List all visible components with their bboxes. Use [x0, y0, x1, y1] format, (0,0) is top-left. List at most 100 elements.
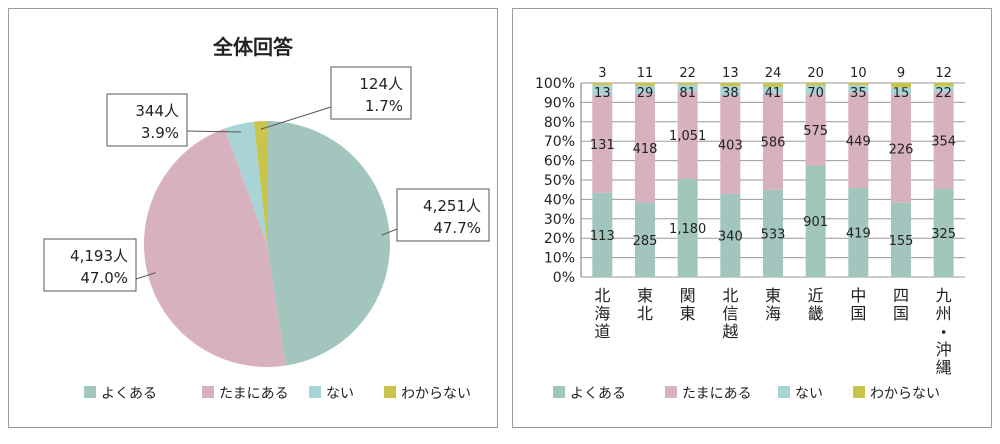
bar-segment-6-0: [848, 187, 869, 277]
bar-category-char: 東: [637, 286, 653, 305]
bar-segment-5-3: [805, 83, 826, 86]
pie-legend-swatch-1: [202, 386, 214, 398]
bar-legend-swatch-0: [553, 386, 565, 398]
bar-segment-2-2: [677, 84, 698, 92]
bar-ytick-label-0: 0%: [553, 270, 575, 286]
bar-data-label-8-0: 325: [931, 227, 956, 242]
bar-data-label-5-3: 20: [807, 66, 824, 81]
bar-category-char: 海: [594, 304, 610, 323]
bar-segment-4-0: [763, 189, 783, 277]
bar-ytick-label-10: 100%: [535, 76, 575, 92]
bar-category-char: 関: [680, 286, 696, 305]
bar-data-label-2-1: 1,051: [669, 129, 706, 144]
bar-segment-0-2: [592, 85, 613, 95]
bar-legend-label-2: ない: [795, 386, 823, 402]
bar-category-char: 近: [808, 286, 824, 305]
bar-data-label-3-0: 340: [718, 229, 743, 244]
bar-category-label-4: 東海: [765, 286, 781, 323]
bar-category-char: 畿: [808, 304, 824, 323]
bar-data-label-7-0: 155: [889, 234, 914, 249]
bar-ytick-label-3: 30%: [544, 212, 575, 228]
pie-legend-swatch-3: [384, 386, 396, 398]
pie-chart: 全体回答 4,251人 47.7% 4,193人 47.0% 344人 3.9% 124人 1…: [43, 35, 490, 402]
bar-data-label-7-2: 15: [893, 86, 910, 101]
bar-data-label-0-3: 3: [598, 66, 606, 81]
bar-data-label-5-0: 901: [803, 215, 828, 230]
bar-segment-4-2: [763, 86, 783, 94]
pie-percent-label-3: 1.7%: [365, 97, 403, 115]
bar-data-label-2-3: 22: [679, 66, 696, 81]
bar-ytick-label-9: 90%: [544, 95, 575, 111]
pie-count-label-2: 344人: [135, 102, 179, 120]
pie-legend-label-0: よくある: [101, 386, 157, 402]
bar-category-char: 越: [722, 322, 738, 341]
bar-category-char: 海: [765, 304, 781, 323]
bar-data-label-7-1: 226: [889, 143, 914, 158]
bar-category-char: 信: [722, 304, 738, 323]
bar-segment-4-3: [763, 83, 783, 87]
bar-ytick-label-2: 20%: [544, 231, 575, 247]
bar-segment-8-0: [933, 188, 954, 277]
bar-data-label-2-2: 81: [679, 86, 696, 101]
bar-category-char: 州: [936, 304, 952, 323]
pie-chart-panel: 全体回答 4,251人 47.7% 4,193人 47.0% 344人 3.9% 124人 1…: [8, 8, 498, 428]
bar-data-label-1-3: 11: [637, 66, 654, 81]
bar-legend-swatch-3: [853, 386, 865, 398]
bar-data-label-8-3: 12: [935, 66, 952, 81]
bar-ytick-label-1: 10%: [544, 251, 575, 267]
bar-legend-label-1: たまにある: [682, 386, 752, 402]
pie-leader-line-2: [186, 130, 241, 133]
bar-segment-7-1: [891, 94, 911, 203]
pie-legend-label-1: たまにある: [219, 386, 289, 402]
bar-category-label-2: 関東: [680, 286, 696, 323]
pie-label-box-3: [330, 66, 412, 120]
bar-segment-6-1: [848, 92, 869, 188]
bar-data-label-5-2: 70: [807, 86, 824, 101]
pie-label-box-1: [43, 238, 137, 292]
pie-percent-label-1: 47.0%: [80, 269, 128, 287]
bar-segment-1-3: [635, 83, 655, 86]
bar-category-label-3: 北信越: [722, 286, 738, 341]
bar-data-label-7-3: 9: [897, 66, 905, 81]
bar-data-label-2-0: 1,180: [669, 222, 706, 237]
bar-category-label-1: 東北: [637, 286, 653, 323]
pie-slice-1: [143, 128, 286, 367]
bar-data-label-0-1: 131: [590, 138, 615, 153]
stacked-bar-panel: 0% 10% 20% 30% 40% 50% 60% 70% 80% 90% 100% 113 131 1…: [512, 8, 992, 428]
pie-legend-label-2: ない: [326, 386, 354, 402]
bar-segment-5-1: [805, 94, 826, 166]
pie-count-label-3: 124人: [359, 75, 403, 93]
bar-category-char: 沖: [936, 340, 952, 359]
bar-segment-5-2: [805, 85, 826, 95]
bar-ytick-label-8: 80%: [544, 115, 575, 131]
bar-ytick-label-6: 60%: [544, 154, 575, 170]
stacked-bar-chart: 0%10%20%30%40%50%60%70%80%90%100%1131311…: [535, 66, 965, 402]
pie-percent-label-0: 47.7%: [433, 219, 481, 237]
bar-data-label-5-1: 575: [803, 124, 828, 139]
bar-category-char: 四: [893, 286, 909, 305]
pie-legend-swatch-0: [84, 386, 96, 398]
bar-ytick-label-7: 70%: [544, 134, 575, 150]
pie-label-box-2: [106, 93, 188, 147]
bar-data-label-6-1: 449: [846, 134, 871, 149]
bar-category-label-0: 北海道: [594, 286, 610, 341]
bar-category-char: 北: [637, 304, 653, 323]
bar-segment-6-2: [848, 85, 869, 93]
bar-segment-0-1: [592, 94, 613, 193]
bar-data-label-1-0: 285: [633, 234, 658, 249]
bar-category-char: 中: [850, 286, 866, 305]
bar-category-char: 東: [765, 286, 781, 305]
bar-data-label-1-2: 29: [637, 86, 654, 101]
pie-leader-line-3: [260, 106, 332, 130]
pie-legend-swatch-2: [309, 386, 321, 398]
bar-category-char: 道: [594, 322, 610, 341]
bar-data-label-6-2: 35: [850, 86, 867, 101]
bar-segment-2-1: [677, 91, 698, 179]
bar-segment-2-0: [677, 178, 698, 277]
bar-data-label-3-2: 38: [722, 86, 739, 101]
bar-category-label-7: 四国: [893, 286, 909, 323]
pie-percent-label-2: 3.9%: [141, 124, 179, 142]
bar-data-label-0-2: 13: [594, 86, 611, 101]
pie-title: 全体回答: [212, 35, 294, 59]
